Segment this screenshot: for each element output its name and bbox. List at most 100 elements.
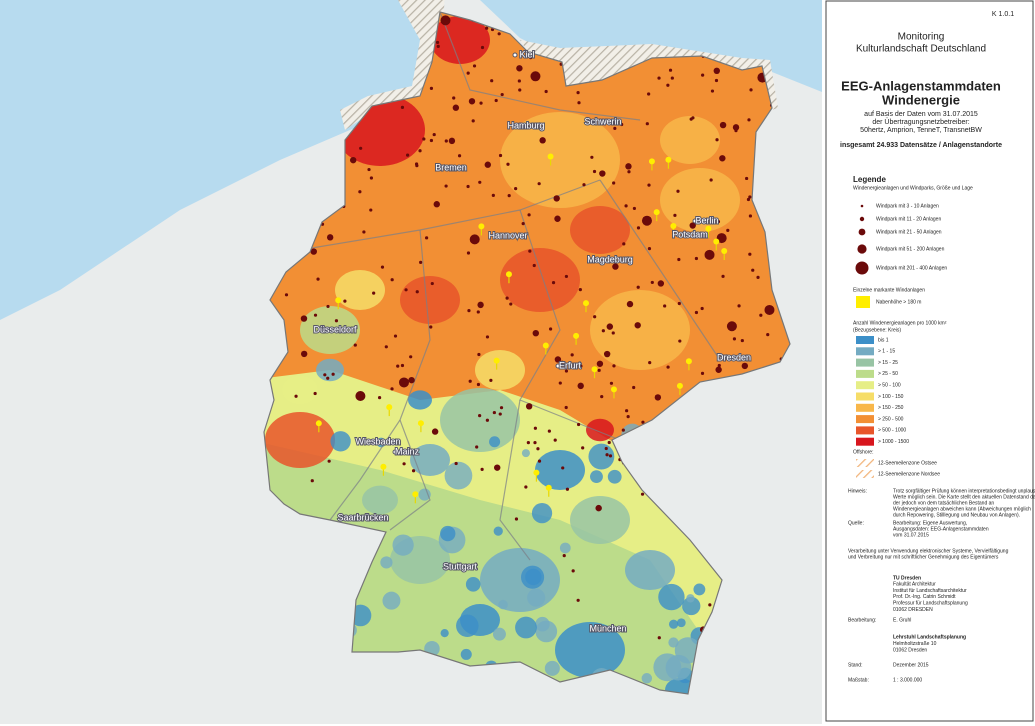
windpark-dot: [582, 183, 586, 187]
windpark-dot: [469, 234, 480, 245]
legend-label: > 500 - 1000: [878, 428, 906, 434]
windpark-dot: [406, 153, 410, 157]
windpark-dot: [746, 197, 751, 202]
windpark-dot: [721, 274, 725, 278]
windpark-dot: [313, 391, 317, 396]
density-patch: [430, 16, 490, 64]
windpark-dot: [622, 242, 626, 246]
windpark-dot: [400, 105, 405, 109]
windpark-dot: [377, 396, 382, 400]
windpark-dot: [676, 189, 680, 193]
note-text: und Verbreitung nur mit schriftlicher Ge…: [848, 554, 999, 560]
windpark-dot: [505, 296, 509, 300]
density-spot: [498, 599, 508, 610]
windpark-dot: [558, 381, 562, 385]
windpark-dot: [477, 301, 484, 309]
windpark-dot: [418, 149, 422, 153]
windpark-dot: [475, 445, 479, 449]
windpark-dot: [737, 304, 741, 308]
density-spot: [676, 618, 686, 628]
windpark-dot: [355, 391, 366, 402]
city-marker: [392, 449, 398, 455]
windpark-dot: [689, 222, 696, 229]
tall-turbine: [610, 386, 617, 393]
windpark-dot: [666, 83, 670, 87]
windpark-dot: [716, 233, 727, 244]
legend-label: Windpark mit 201 - 400 Anlagen: [876, 265, 947, 271]
windpark-dot: [491, 193, 495, 197]
north-sea: [0, 0, 445, 320]
density-patch: [282, 375, 318, 405]
windpark-dot: [607, 440, 611, 445]
windpark-dot: [399, 377, 410, 388]
windpark-dot: [600, 395, 604, 399]
windpark-dot: [429, 325, 433, 329]
windpark-dot: [310, 248, 317, 255]
windpark-dot: [478, 413, 482, 418]
tall-turbine: [648, 158, 655, 165]
windpark-dot: [751, 268, 755, 272]
windpark-dot: [362, 230, 366, 234]
legend-label: > 1 - 15: [878, 349, 895, 355]
windpark-dot: [431, 428, 439, 435]
windpark-dot: [657, 280, 665, 287]
windpark-dot: [396, 364, 400, 368]
windpark-dot: [715, 366, 722, 373]
density-spot: [440, 629, 449, 638]
windpark-dot: [514, 187, 518, 191]
windpark-dot: [490, 79, 494, 83]
windpark-dot: [678, 339, 682, 343]
density-surface: [264, 12, 790, 694]
windpark-dot: [409, 355, 413, 359]
density-spot: [444, 461, 473, 490]
legend-label: > 150 - 250: [878, 405, 904, 411]
windpark-dot: [609, 381, 614, 385]
city-label: Erfurt: [559, 360, 582, 370]
windpark-dot: [425, 236, 429, 240]
density-patch: [660, 168, 740, 232]
windpark-dot: [400, 363, 405, 368]
windpark-dot: [310, 479, 314, 483]
windpark-dot: [452, 104, 460, 111]
windpark-dot: [331, 372, 335, 376]
windpark-dot: [498, 412, 502, 416]
tall-turbine: [386, 404, 393, 411]
windpark-dot: [326, 234, 334, 241]
windpark-dot: [500, 92, 504, 97]
windpark-dot: [514, 517, 519, 521]
windpark-dot: [564, 405, 568, 410]
windpark-dot: [603, 350, 611, 358]
note-text: der jedoch von dem tatsächlichen Bestand…: [893, 500, 994, 506]
density-spot: [668, 619, 679, 629]
windpark-dot: [748, 214, 753, 218]
windpark-dot: [533, 441, 537, 445]
windpark-dot: [533, 426, 537, 430]
legend-windpark-dot: [860, 204, 864, 208]
tall-turbine: [412, 491, 419, 498]
tall-turbine: [547, 153, 554, 160]
legend-label: Windpark mit 51 - 200 Anlagen: [876, 246, 945, 252]
windpark-dot: [358, 190, 362, 194]
density-patch: [586, 418, 614, 442]
legend-offshore-swatch: [856, 470, 874, 478]
windpark-dot: [537, 459, 542, 463]
density-patch: [400, 276, 460, 324]
windpark-dot: [657, 76, 661, 80]
windpark-dot: [466, 251, 471, 255]
windpark-dot: [748, 195, 752, 199]
density-patch: [480, 548, 560, 612]
windpark-dot: [657, 636, 661, 640]
windpark-dot: [714, 78, 719, 83]
state-border: [399, 229, 431, 421]
windpark-dot: [554, 215, 561, 222]
windpark-dot: [620, 122, 624, 127]
density-spot: [686, 594, 695, 603]
legend-density-swatch: [856, 437, 874, 446]
tall-turbine: [676, 382, 683, 389]
windpark-dot: [404, 288, 408, 292]
state-border: [389, 419, 431, 531]
density-patch: [335, 270, 385, 310]
density-patch: [362, 485, 398, 515]
